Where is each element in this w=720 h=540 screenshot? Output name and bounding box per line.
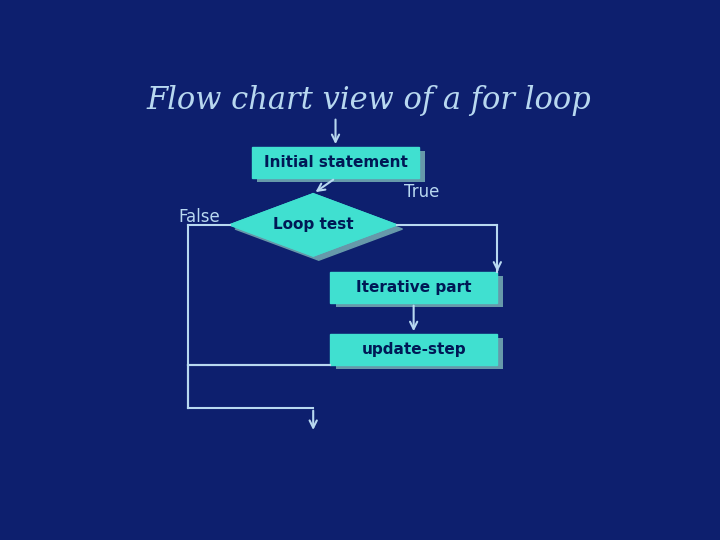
- FancyBboxPatch shape: [330, 334, 498, 365]
- Text: Flow chart view of a for loop: Flow chart view of a for loop: [147, 85, 591, 116]
- Text: Initial statement: Initial statement: [264, 155, 408, 170]
- FancyBboxPatch shape: [336, 276, 503, 307]
- Text: update-step: update-step: [361, 342, 466, 357]
- FancyBboxPatch shape: [336, 338, 503, 369]
- FancyBboxPatch shape: [330, 272, 498, 303]
- Text: Iterative part: Iterative part: [356, 280, 472, 295]
- Text: False: False: [178, 207, 220, 226]
- Polygon shape: [230, 194, 397, 256]
- Text: True: True: [405, 183, 440, 201]
- Polygon shape: [235, 198, 402, 260]
- FancyBboxPatch shape: [252, 147, 419, 178]
- Text: Loop test: Loop test: [273, 218, 354, 232]
- FancyBboxPatch shape: [258, 151, 425, 183]
